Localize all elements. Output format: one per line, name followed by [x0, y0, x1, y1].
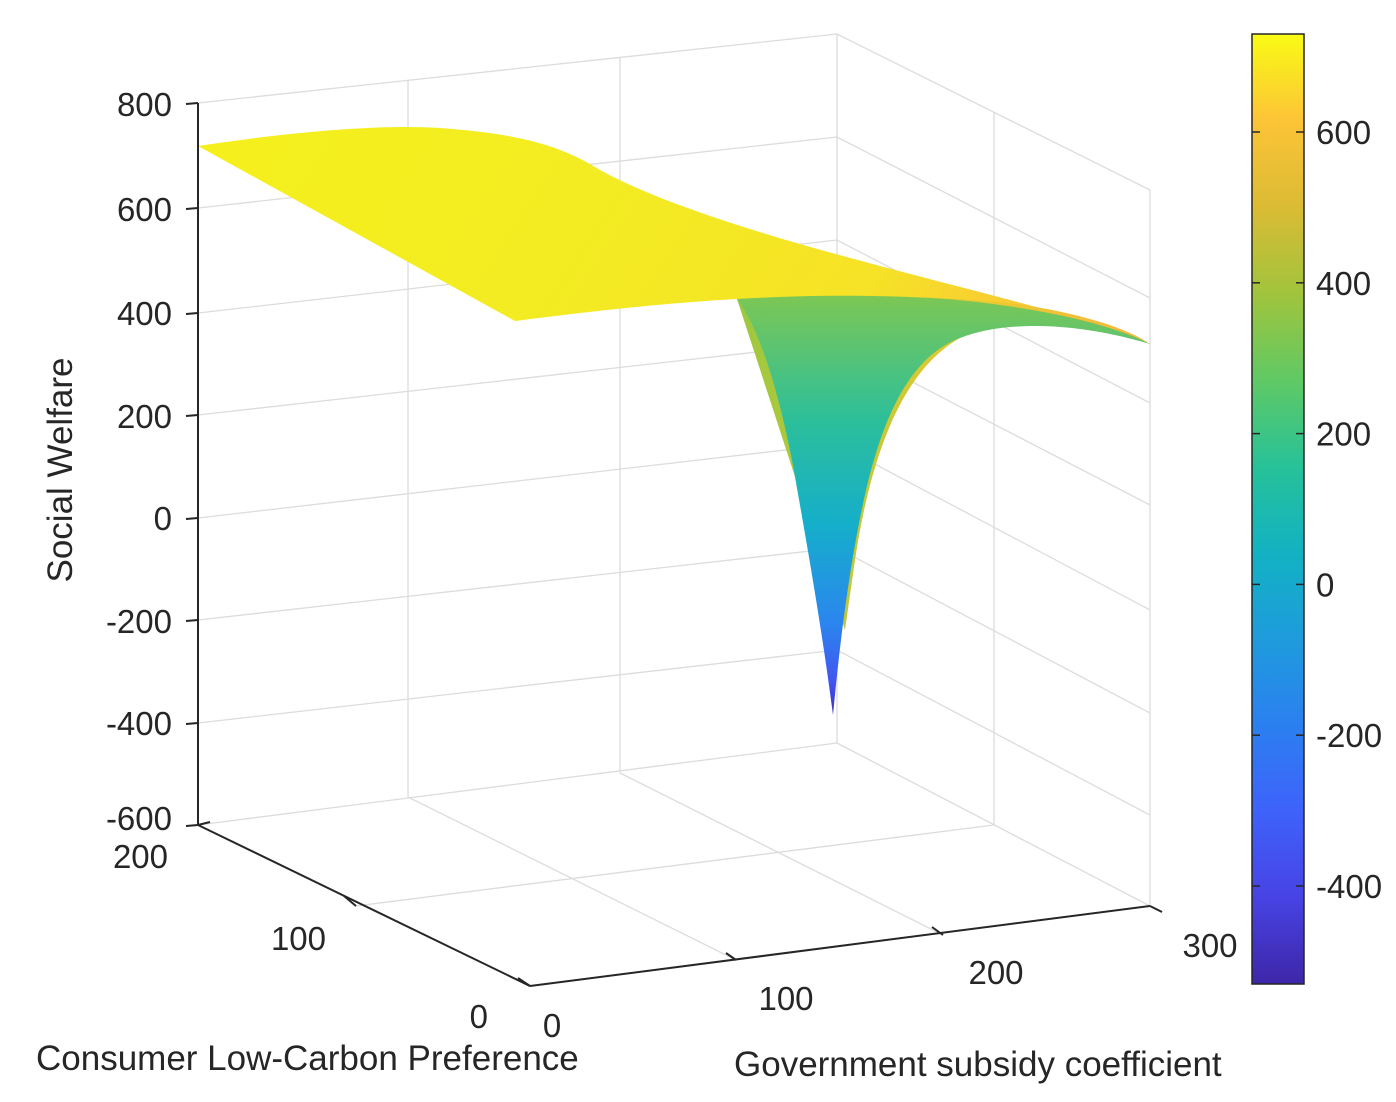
z-grid-neg200 [197, 547, 1151, 714]
z-tick-label: -200 [106, 603, 172, 640]
y-axis-line [197, 824, 531, 987]
colorbar-ticks: 600 400 200 0 -200 -400 [1252, 114, 1382, 905]
x-tick-label: 0 [543, 1007, 561, 1044]
colorbar-bar [1251, 33, 1305, 985]
z-grid-200 [197, 342, 1151, 506]
surface [198, 126, 1150, 715]
z-tick-label: -400 [106, 705, 172, 742]
z-tick-label: 800 [117, 86, 172, 123]
z-tick-marks [185, 102, 199, 827]
z-axis-label: Social Welfare [41, 357, 80, 582]
z-grid-0 [197, 443, 1151, 611]
floor-grid-3 [407, 796, 737, 961]
y-tick-labels: 200 100 0 [113, 838, 488, 1035]
z-tick-labels: 800 600 400 200 0 -200 -400 -600 [106, 86, 172, 837]
floor-grid-5 [836, 742, 1151, 907]
x-tick-labels: 0 100 200 300 [543, 927, 1238, 1044]
z-tick-label: 200 [117, 398, 172, 435]
z-tick-label: 0 [154, 500, 172, 537]
surface-sheet [198, 126, 1150, 344]
x-axis-label: Government subsidy coefficient [734, 1045, 1222, 1084]
x-tick-label: 200 [968, 954, 1023, 991]
z-tick-label: -600 [106, 800, 172, 837]
colorbar-tick-label: -200 [1316, 717, 1382, 754]
axes [185, 102, 1163, 987]
y-tick-label: 100 [271, 920, 326, 957]
x-tick-label: 100 [758, 980, 813, 1017]
floor-grid-2 [355, 824, 995, 907]
x-tick-marks [517, 905, 1163, 987]
x-axis-line [529, 905, 1151, 987]
colorbar-tick-label: 400 [1316, 265, 1371, 302]
floor-grid-4 [619, 772, 944, 936]
colorbar-tick-label: 600 [1316, 114, 1371, 151]
floor-grid-1 [197, 742, 838, 826]
colorbar-tick-label: 200 [1316, 416, 1371, 453]
y-axis-label: Consumer Low-Carbon Preference [36, 1039, 579, 1078]
y-tick-label: 200 [113, 838, 168, 875]
z-tick-label: 600 [117, 191, 172, 228]
z-grid-neg400 [197, 649, 1151, 816]
colorbar-tick-label: 0 [1316, 566, 1334, 603]
colorbar-tick-label: -400 [1316, 868, 1382, 905]
surface-dip [737, 295, 1150, 715]
z-tick-label: 400 [117, 295, 172, 332]
y-tick-label: 0 [470, 998, 488, 1035]
colorbar: 600 400 200 0 -200 -400 [1251, 33, 1382, 985]
x-tick-label: 300 [1182, 927, 1237, 964]
